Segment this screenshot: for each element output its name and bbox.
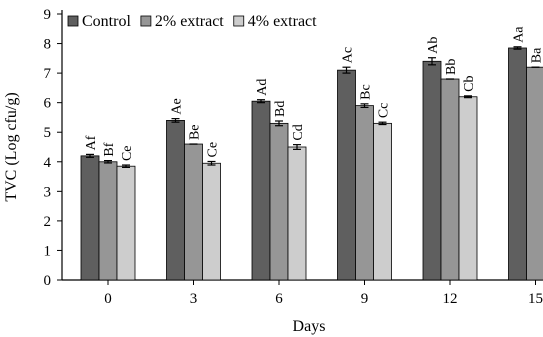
bar <box>458 96 478 281</box>
y-axis-title: TVC (Log cfu/g) <box>3 92 20 201</box>
x-axis-title: Days <box>293 318 326 335</box>
bar <box>337 69 356 281</box>
legend-label: Control <box>82 13 131 30</box>
y-tick-label: 8 <box>44 37 52 53</box>
y-tick-label: 2 <box>44 214 52 230</box>
data-label: Bf <box>102 142 117 156</box>
y-tick-label: 0 <box>44 273 52 289</box>
x-tick-label: 0 <box>104 291 112 307</box>
bar <box>116 165 136 281</box>
data-label: Ce <box>206 142 221 158</box>
legend-swatch <box>140 15 152 27</box>
x-tick-label: 9 <box>361 291 369 307</box>
data-label: Cc <box>377 103 392 119</box>
y-tick-label: 7 <box>44 66 52 82</box>
bar <box>80 155 100 281</box>
y-tick-label: 5 <box>44 125 52 141</box>
legend-label: 4% extract <box>248 13 317 30</box>
bar <box>373 122 392 281</box>
x-tick-label: 15 <box>528 291 543 307</box>
data-label: Be <box>188 124 203 140</box>
legend-label: 2% extract <box>155 13 224 30</box>
data-label: Cd <box>291 124 306 140</box>
data-label: Ab <box>426 37 441 54</box>
bar <box>526 66 543 281</box>
data-label: Ac <box>341 47 356 63</box>
data-label: Bd <box>273 101 288 117</box>
data-label: Ce <box>120 145 135 161</box>
y-tick-label: 6 <box>44 96 52 112</box>
bar <box>440 78 460 281</box>
data-label: Ae <box>170 98 185 114</box>
bar <box>355 105 374 281</box>
data-label: Bb <box>444 59 459 75</box>
legend-swatch <box>67 15 79 27</box>
bar <box>269 122 289 281</box>
y-tick-label: 1 <box>44 243 52 259</box>
legend: Control 2% extract 4% extract <box>67 13 317 30</box>
data-label: Bc <box>359 84 374 100</box>
y-tick-label: 9 <box>44 7 52 23</box>
y-tick-label: 4 <box>44 155 52 171</box>
bar <box>166 120 185 281</box>
data-label: Ad <box>255 79 270 96</box>
data-label: Af <box>84 135 99 150</box>
x-tick-label: 6 <box>275 291 283 307</box>
data-label: Ba <box>530 47 543 63</box>
x-tick-label: 12 <box>443 291 458 307</box>
x-tick-label: 3 <box>190 291 198 307</box>
y-tick-label: 3 <box>44 184 52 200</box>
bar <box>422 60 442 281</box>
bar <box>287 146 307 281</box>
bar <box>251 100 271 281</box>
bar <box>508 47 527 281</box>
bar <box>98 161 118 281</box>
bar <box>202 162 221 281</box>
legend-swatch <box>233 15 245 27</box>
data-label: Aa <box>512 26 527 43</box>
bar <box>184 143 203 281</box>
data-label: Cb <box>462 76 477 92</box>
